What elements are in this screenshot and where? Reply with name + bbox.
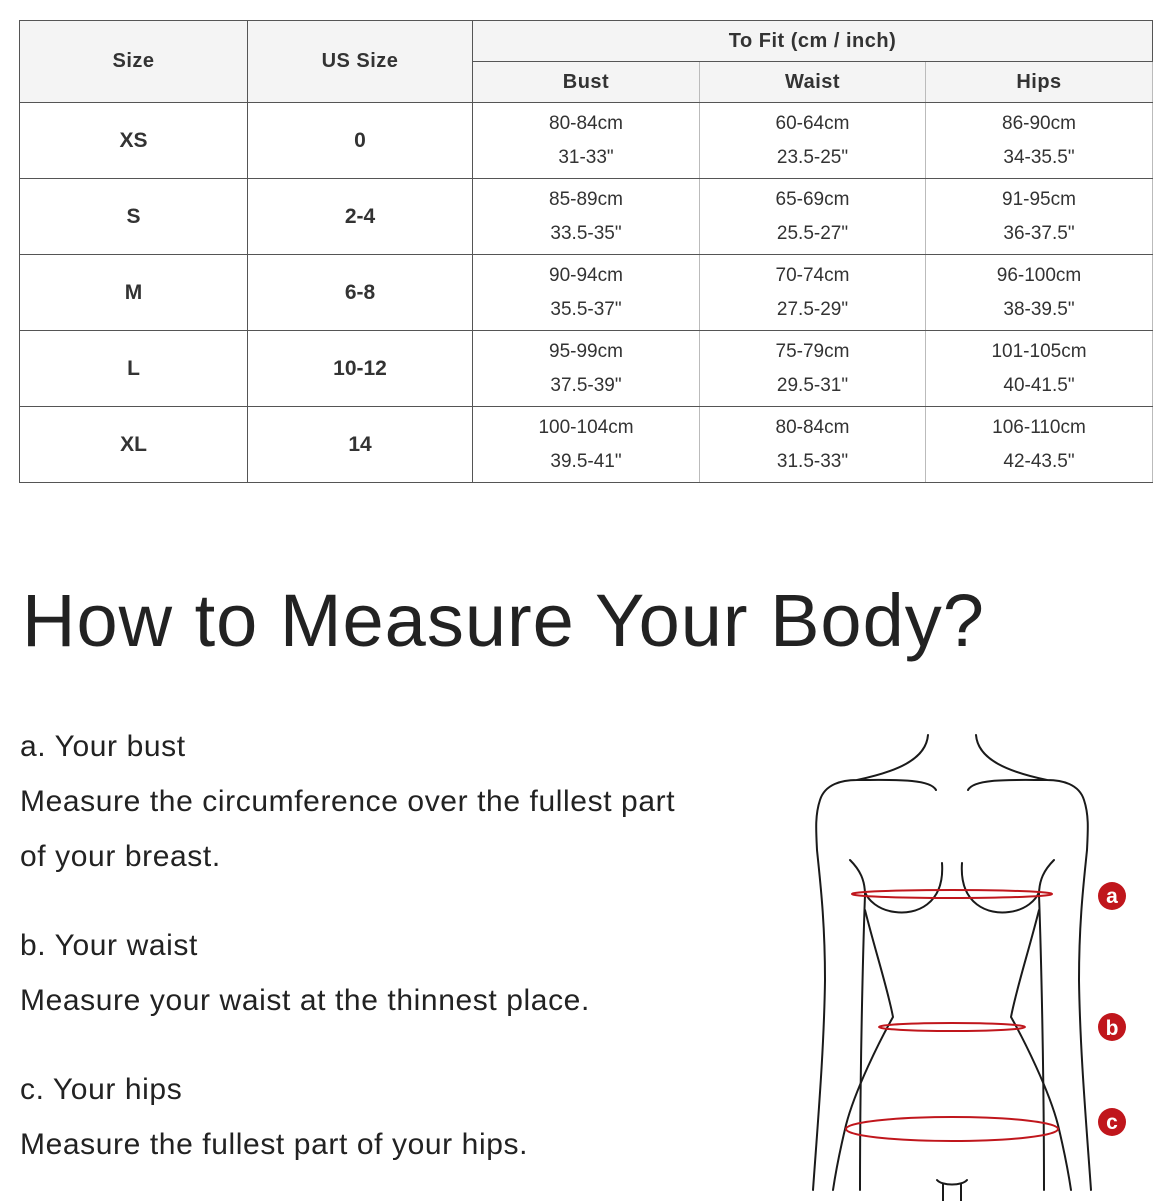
cell-value: 60-64cm xyxy=(775,112,850,134)
cell-value: 95-99cm xyxy=(549,340,623,362)
item-text: Measure your waist at the thinnest place… xyxy=(20,984,590,1017)
cell-value: 27.5-29" xyxy=(776,298,849,320)
size-cell: S xyxy=(19,178,248,255)
us-size-cell: 6-8 xyxy=(247,254,473,331)
cell-value: 101-105cm xyxy=(991,340,1087,362)
size-cell: M xyxy=(19,254,248,331)
header-bust: Bust xyxy=(472,61,700,103)
hips-cell: 96-100cm 38-39.5" xyxy=(925,254,1153,331)
size-cell: XL xyxy=(19,406,248,483)
bust-measure-line xyxy=(851,889,1053,899)
header-waist: Waist xyxy=(699,61,926,103)
bust-cell: 85-89cm 33.5-35" xyxy=(472,178,700,255)
cell-value: 2-4 xyxy=(344,204,376,228)
cell-value: 38-39.5" xyxy=(1003,298,1075,320)
cell-value: 91-95cm xyxy=(1002,188,1076,210)
page-title: How to Measure Your Body? xyxy=(22,579,985,662)
cell-value: 86-90cm xyxy=(1002,112,1076,134)
body-outline xyxy=(812,734,1092,1201)
waist-cell: 70-74cm 27.5-29" xyxy=(699,254,926,331)
cell-value: 25.5-27" xyxy=(776,222,849,244)
cell-value: 37.5-39" xyxy=(550,374,622,396)
cell-value: 80-84cm xyxy=(549,112,623,134)
size-cell: XS xyxy=(19,102,248,179)
hips-cell: 101-105cm 40-41.5" xyxy=(925,330,1153,407)
marker-b: b xyxy=(1098,1013,1126,1041)
size-chart-table: Size US Size To Fit (cm / inch) Bust Wai… xyxy=(19,20,1153,483)
cell-value: 85-89cm xyxy=(549,188,623,210)
bust-cell: 95-99cm 37.5-39" xyxy=(472,330,700,407)
hips-cell: 91-95cm 36-37.5" xyxy=(925,178,1153,255)
cell-value: 80-84cm xyxy=(775,416,850,438)
hips-cell: 106-110cm 42-43.5" xyxy=(925,406,1153,483)
cell-value: 65-69cm xyxy=(775,188,850,210)
svg-text:b: b xyxy=(1106,1017,1119,1040)
cell-value: 33.5-35" xyxy=(550,222,622,244)
cell-value: 36-37.5" xyxy=(1003,222,1075,244)
svg-text:c: c xyxy=(1106,1111,1118,1134)
us-size-cell: 2-4 xyxy=(247,178,473,255)
cell-value: XL xyxy=(120,432,147,456)
item-label: c. Your hips xyxy=(20,1073,183,1106)
waist-cell: 80-84cm 31.5-33" xyxy=(699,406,926,483)
item-text: Measure the circumference over the fulle… xyxy=(20,785,676,818)
cell-value: XS xyxy=(119,128,148,152)
us-size-cell: 10-12 xyxy=(247,330,473,407)
cell-value: 31.5-33" xyxy=(776,450,849,472)
bust-cell: 80-84cm 31-33" xyxy=(472,102,700,179)
marker-c: c xyxy=(1098,1108,1126,1136)
item-text: Measure the fullest part of your hips. xyxy=(20,1128,529,1161)
cell-value: S xyxy=(126,204,141,228)
bust-cell: 90-94cm 35.5-37" xyxy=(472,254,700,331)
us-size-cell: 0 xyxy=(247,102,473,179)
header-size: Size xyxy=(19,20,248,103)
cell-value: 29.5-31" xyxy=(776,374,849,396)
cell-value: 0 xyxy=(354,128,366,152)
cell-value: 75-79cm xyxy=(775,340,850,362)
cell-value: 34-35.5" xyxy=(1003,146,1075,168)
us-size-cell: 14 xyxy=(247,406,473,483)
table-row: XL 14 100-104cm 39.5-41" 80-84cm 31.5-33" 106-… xyxy=(19,406,1153,483)
waist-measure-line xyxy=(878,1022,1026,1032)
table-row: M 6-8 90-94cm 35.5-37" 70-74cm 27.5-29" 96-100… xyxy=(19,254,1153,331)
cell-value: 106-110cm xyxy=(992,416,1086,438)
item-label: b. Your waist xyxy=(20,929,198,962)
cell-value: 100-104cm xyxy=(538,416,634,438)
cell-value: 39.5-41" xyxy=(550,450,622,472)
size-cell: L xyxy=(19,330,248,407)
header-to-fit: To Fit (cm / inch) xyxy=(472,20,1153,62)
cell-value: 40-41.5" xyxy=(1003,374,1075,396)
cell-value: 70-74cm xyxy=(775,264,850,286)
guide-item-bust: a. Your bust Measure the circumference o… xyxy=(20,719,675,884)
hips-measure-line xyxy=(845,1116,1059,1142)
guide-item-waist: b. Your waist Measure your waist at the … xyxy=(20,918,590,1028)
cell-value: 31-33" xyxy=(558,146,614,168)
bust-cell: 100-104cm 39.5-41" xyxy=(472,406,700,483)
cell-value: 23.5-25" xyxy=(776,146,849,168)
cell-value: 6-8 xyxy=(344,280,376,304)
cell-value: L xyxy=(127,356,140,380)
waist-cell: 65-69cm 25.5-27" xyxy=(699,178,926,255)
item-label: a. Your bust xyxy=(20,730,186,763)
cell-value: M xyxy=(124,280,143,304)
body-measurement-illustration: a b c xyxy=(812,734,1126,1201)
item-text: of your breast. xyxy=(20,840,221,873)
waist-cell: 75-79cm 29.5-31" xyxy=(699,330,926,407)
header-us-size: US Size xyxy=(247,20,473,103)
cell-value: 35.5-37" xyxy=(550,298,622,320)
table-row: L 10-12 95-99cm 37.5-39" 75-79cm 29.5-31" 101-… xyxy=(19,330,1153,407)
table-row: S 2-4 85-89cm 33.5-35" 65-69cm 25.5-27" 91-95c… xyxy=(19,178,1153,255)
marker-a: a xyxy=(1098,882,1126,910)
waist-cell: 60-64cm 23.5-25" xyxy=(699,102,926,179)
cell-value: 42-43.5" xyxy=(1003,450,1075,472)
header-hips: Hips xyxy=(925,61,1153,103)
cell-value: 90-94cm xyxy=(549,264,623,286)
hips-cell: 86-90cm 34-35.5" xyxy=(925,102,1153,179)
cell-value: 10-12 xyxy=(333,356,387,380)
cell-value: 14 xyxy=(348,432,372,456)
svg-text:a: a xyxy=(1106,885,1118,908)
table-row: XS 0 80-84cm 31-33" 60-64cm 23.5-25" 86-90cm 34… xyxy=(19,102,1153,179)
cell-value: 96-100cm xyxy=(996,264,1082,286)
guide-item-hips: c. Your hips Measure the fullest part of… xyxy=(20,1062,528,1172)
